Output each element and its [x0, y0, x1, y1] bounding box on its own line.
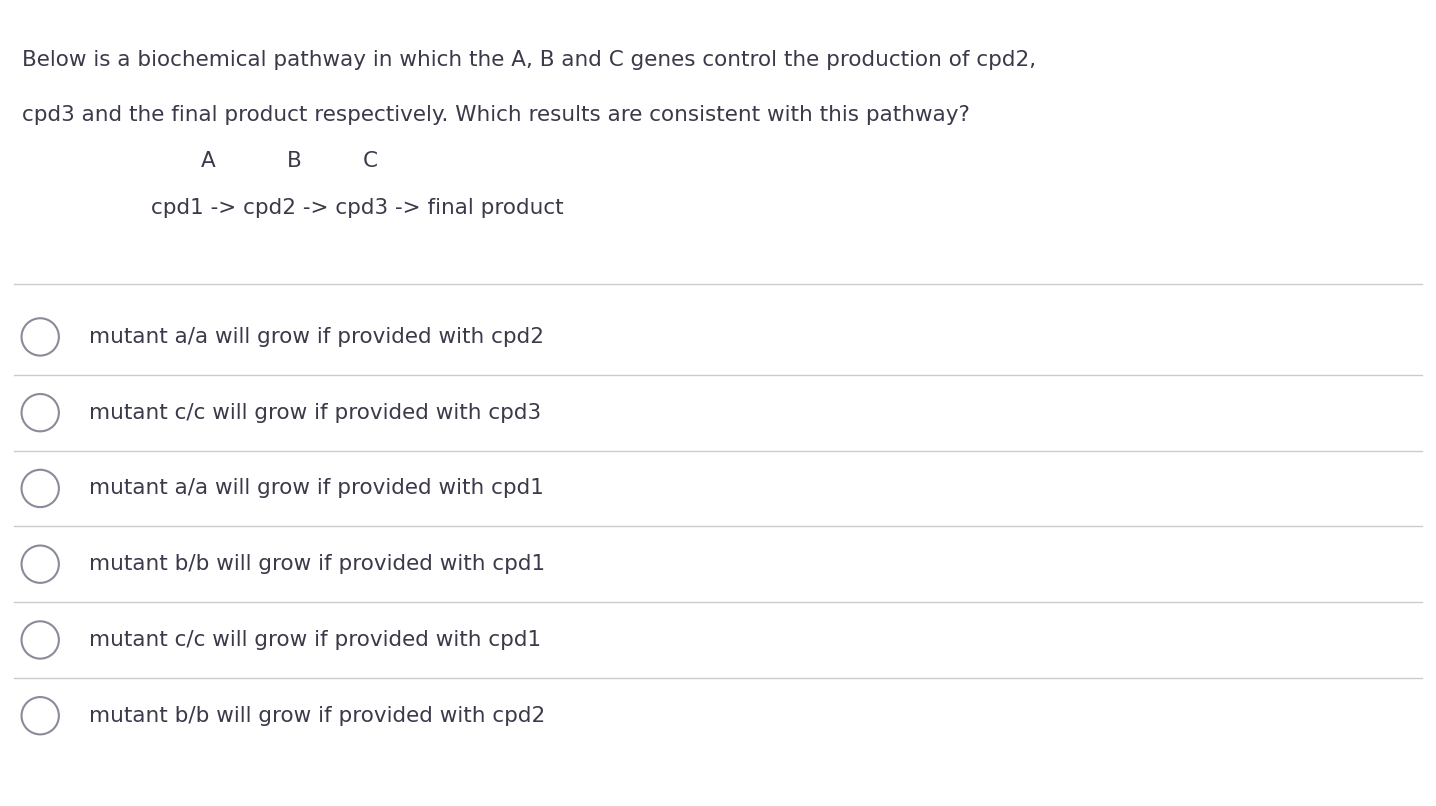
Text: B: B [287, 152, 302, 171]
Text: mutant a/a will grow if provided with cpd2: mutant a/a will grow if provided with cp… [89, 327, 544, 347]
Text: mutant b/b will grow if provided with cpd1: mutant b/b will grow if provided with cp… [89, 555, 546, 574]
Text: mutant b/b will grow if provided with cpd2: mutant b/b will grow if provided with cp… [89, 706, 546, 725]
Text: cpd1 -> cpd2 -> cpd3 -> final product: cpd1 -> cpd2 -> cpd3 -> final product [151, 198, 563, 218]
Text: Below is a biochemical pathway in which the A, B and C genes control the product: Below is a biochemical pathway in which … [22, 50, 1035, 70]
Text: mutant c/c will grow if provided with cpd1: mutant c/c will grow if provided with cp… [89, 630, 541, 650]
Text: A: A [201, 152, 215, 171]
Text: mutant c/c will grow if provided with cpd3: mutant c/c will grow if provided with cp… [89, 403, 541, 422]
Text: mutant a/a will grow if provided with cpd1: mutant a/a will grow if provided with cp… [89, 479, 544, 498]
Text: cpd3 and the final product respectively. Which results are consistent with this : cpd3 and the final product respectively.… [22, 105, 969, 125]
Text: C: C [363, 152, 378, 171]
